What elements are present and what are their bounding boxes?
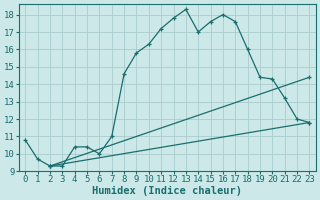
X-axis label: Humidex (Indice chaleur): Humidex (Indice chaleur) (92, 186, 242, 196)
